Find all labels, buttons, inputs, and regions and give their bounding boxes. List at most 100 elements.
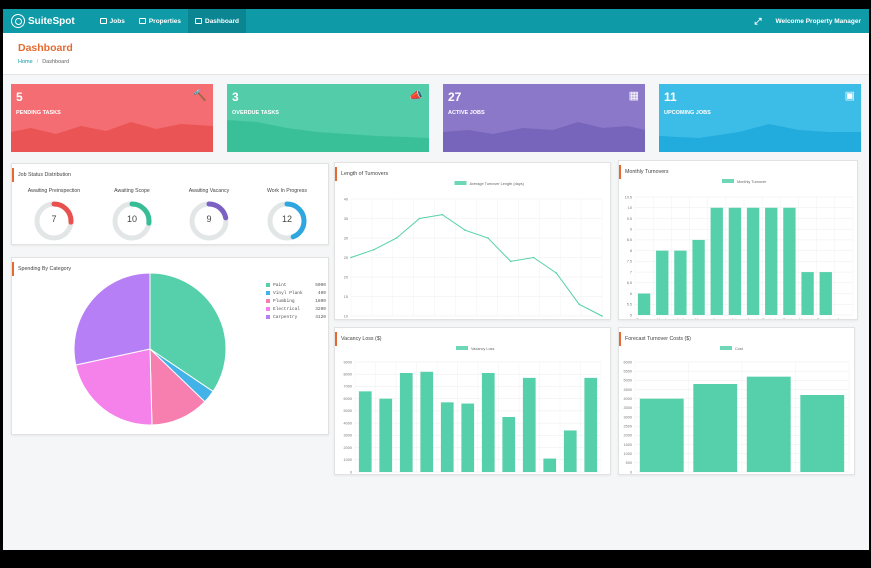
suitespot-logo[interactable]: SuiteSpot xyxy=(11,14,75,28)
status-donut: Awaiting Scope 10 xyxy=(102,188,162,249)
kpi-upcoming-jobs[interactable]: 11 UPCOMING JOBS ▣ xyxy=(659,84,861,152)
bar[interactable] xyxy=(746,376,791,472)
y-tick-label: 10 xyxy=(628,206,632,210)
data-point[interactable] xyxy=(441,213,444,216)
bar[interactable] xyxy=(693,384,738,472)
legend-label: Monthly Turnover xyxy=(737,180,767,184)
kpi-wave xyxy=(11,122,213,152)
bar[interactable] xyxy=(522,377,536,472)
forecast-panel: Forecast Turnover Costs ($) Cost 0 500 1000… xyxy=(618,327,855,475)
bar[interactable] xyxy=(710,207,723,315)
legend-label: Carpentry xyxy=(273,314,298,320)
bar[interactable] xyxy=(656,250,669,315)
briefcase-icon xyxy=(99,18,107,24)
y-tick-label: 8000 xyxy=(344,373,352,377)
page-title: Dashboard xyxy=(18,42,73,54)
bar[interactable] xyxy=(819,272,832,315)
nav-dashboard[interactable]: Dashboard xyxy=(188,9,246,33)
bar[interactable] xyxy=(563,430,577,472)
data-point[interactable] xyxy=(350,256,352,259)
breadcrumb-home-link[interactable]: Home xyxy=(18,59,33,65)
y-tick-label: 1500 xyxy=(624,443,632,447)
donut-arc xyxy=(189,201,229,241)
kpi-overdue-tasks[interactable]: 3 OVERDUE TASKS 📣 xyxy=(227,84,429,152)
y-tick-label: 5 xyxy=(630,313,632,317)
nav-dashboard-label: Dashboard xyxy=(205,17,239,25)
bar[interactable] xyxy=(543,458,557,472)
bar[interactable] xyxy=(746,207,760,315)
panel-title: Spending By Category xyxy=(12,262,328,276)
legend-value: 4120 xyxy=(315,314,326,320)
bar[interactable] xyxy=(440,402,454,472)
data-point[interactable] xyxy=(464,229,466,231)
data-point[interactable] xyxy=(509,260,512,263)
logo-text: SuiteSpot xyxy=(28,15,75,27)
nav-properties[interactable]: Properties xyxy=(132,9,188,33)
x-tick-label: January xyxy=(837,318,851,319)
bar[interactable] xyxy=(358,391,372,472)
kpi-wave-shape xyxy=(443,122,645,152)
y-tick-label: 0 xyxy=(630,470,632,474)
x-tick-label: December xyxy=(817,318,835,319)
legend-value: 1800 xyxy=(315,298,326,304)
legend-swatch xyxy=(266,291,270,295)
nav-jobs[interactable]: Jobs xyxy=(93,9,132,33)
pie-slice[interactable] xyxy=(149,272,227,393)
bar[interactable] xyxy=(420,371,434,472)
x-tick-label: October xyxy=(783,318,797,319)
kpi-active-jobs[interactable]: 27 ACTIVE JOBS ▦ xyxy=(443,84,645,152)
bar[interactable] xyxy=(674,250,687,315)
bar[interactable] xyxy=(765,207,778,315)
nav-jobs-label: Jobs xyxy=(109,17,125,25)
pie-slice[interactable] xyxy=(75,348,153,426)
legend-label: Plumbing xyxy=(273,298,295,304)
data-point[interactable] xyxy=(395,237,398,239)
turnover-length-panel: Length of Turnovers Average Turnover Len… xyxy=(334,162,611,320)
page-header: Dashboard Home / Dashboard xyxy=(3,33,869,75)
data-point[interactable] xyxy=(373,248,375,251)
donut-arc xyxy=(267,201,307,241)
legend-item: Vinyl Plank 400 xyxy=(266,289,326,297)
data-point[interactable] xyxy=(555,272,558,274)
bar[interactable] xyxy=(783,207,796,315)
bar[interactable] xyxy=(800,395,845,472)
y-tick-label: 8.5 xyxy=(627,238,632,242)
fullscreen-expand-icon[interactable]: ⤢ xyxy=(754,15,762,26)
y-tick-label: 4500 xyxy=(624,388,632,392)
kpi-value: 3 xyxy=(232,90,239,104)
bar[interactable] xyxy=(639,398,684,472)
pie-slice[interactable] xyxy=(73,272,151,366)
y-tick-label: 25 xyxy=(344,256,348,260)
bar-chart-icon xyxy=(195,18,202,24)
data-point[interactable] xyxy=(601,315,603,317)
y-tick-label: 0 xyxy=(350,470,352,474)
bar[interactable] xyxy=(399,373,413,472)
y-tick-label: 1000 xyxy=(624,452,632,456)
bar[interactable] xyxy=(584,377,598,472)
pie-slice[interactable] xyxy=(149,347,206,426)
legend-label: Paint xyxy=(273,282,287,288)
data-point[interactable] xyxy=(578,303,580,306)
bar[interactable] xyxy=(801,272,814,315)
kpi-pending-tasks[interactable]: 5 PENDING TASKS 🔨 xyxy=(11,84,213,152)
y-tick-label: 5500 xyxy=(624,369,632,373)
y-tick-label: 4000 xyxy=(624,397,632,401)
data-point[interactable] xyxy=(418,217,421,220)
welcome-user-menu[interactable]: Welcome Property Manager xyxy=(775,17,862,25)
y-tick-label: 30 xyxy=(344,236,348,240)
kpi-wave-shape xyxy=(659,124,861,152)
data-point[interactable] xyxy=(532,256,535,259)
bar[interactable] xyxy=(379,398,393,472)
bar[interactable] xyxy=(637,293,651,315)
y-tick-label: 7000 xyxy=(344,385,352,389)
bar[interactable] xyxy=(692,239,705,315)
bar[interactable] xyxy=(728,207,742,315)
legend-item: Carpentry 4120 xyxy=(266,313,326,321)
bar[interactable] xyxy=(481,373,495,472)
x-tick-label: May xyxy=(695,318,702,319)
legend-item: Electrical 3200 xyxy=(266,305,326,313)
bar[interactable] xyxy=(461,403,475,472)
y-tick-label: 3500 xyxy=(624,406,632,410)
bar[interactable] xyxy=(502,417,516,472)
data-point[interactable] xyxy=(487,237,489,239)
